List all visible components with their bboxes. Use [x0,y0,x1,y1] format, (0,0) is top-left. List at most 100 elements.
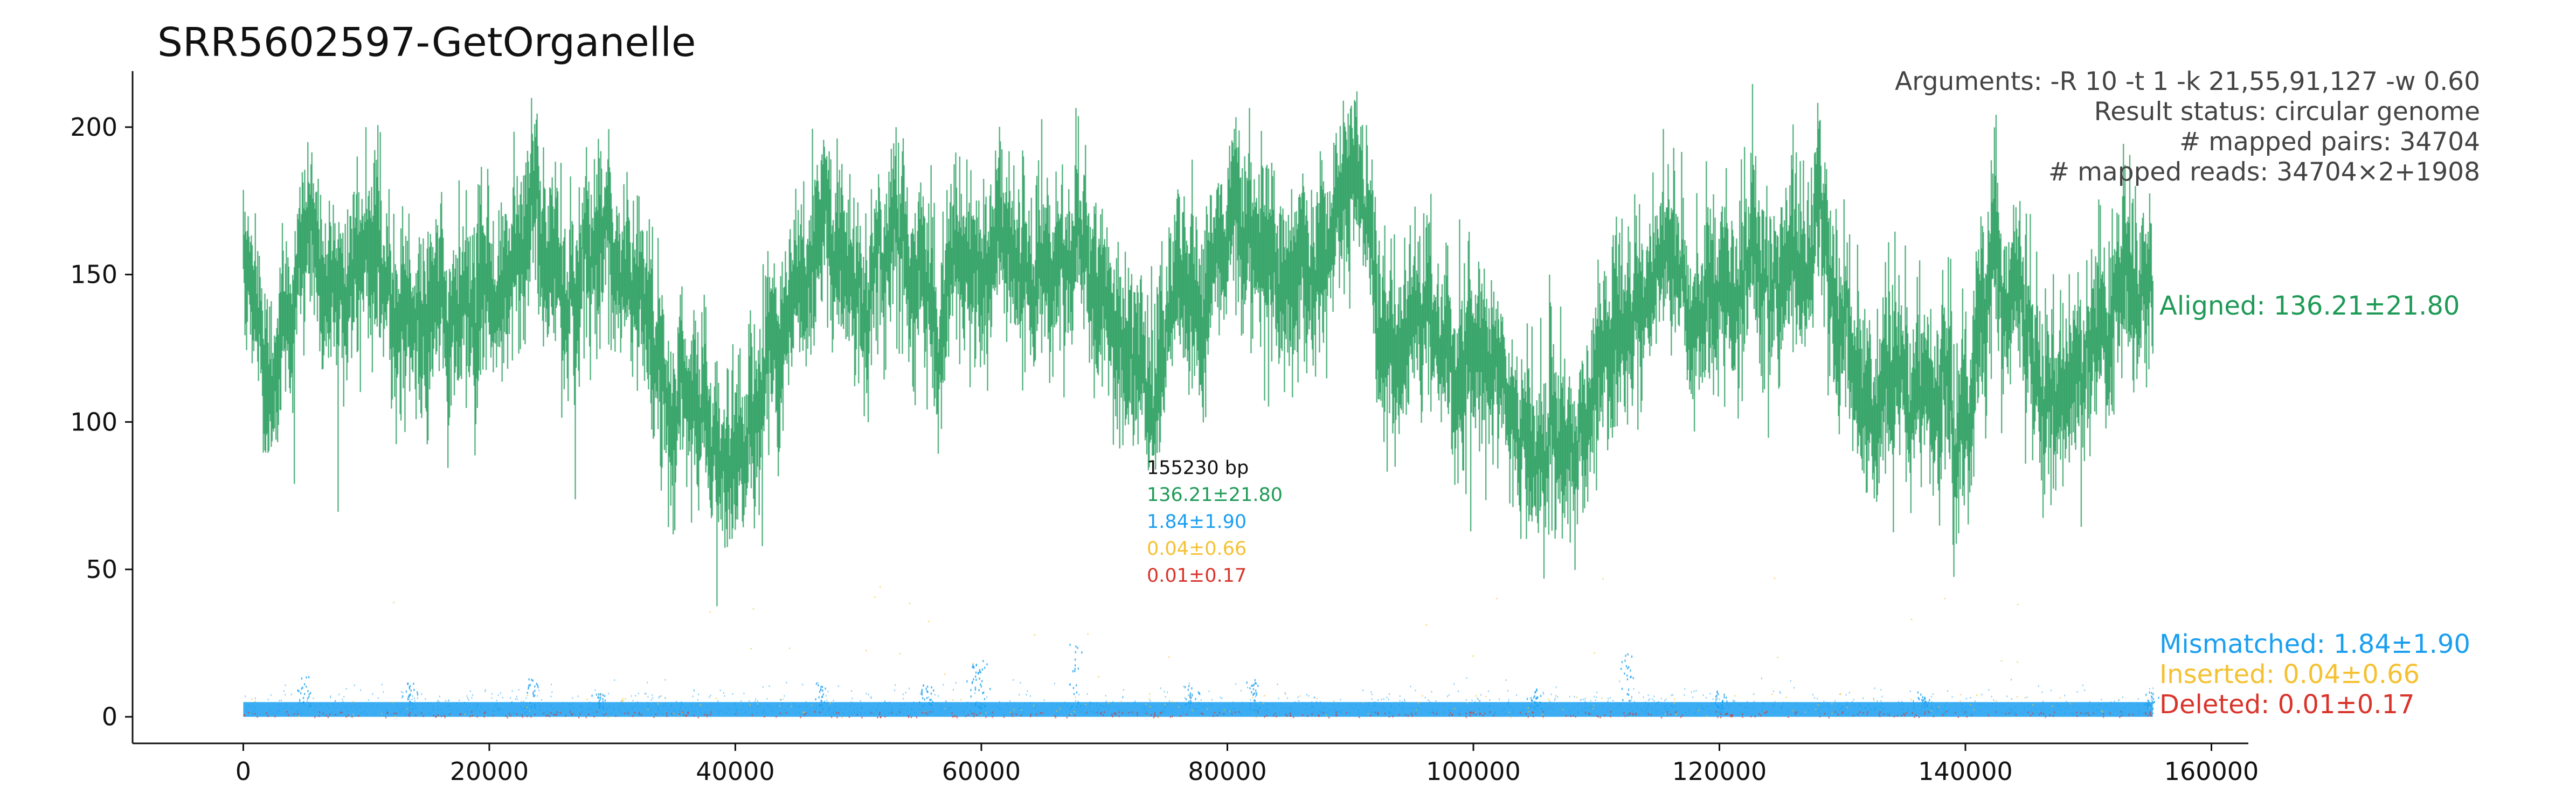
mismatched-mark [2137,703,2138,705]
deleted-mark [908,716,910,718]
aligned-mark [528,161,529,306]
deleted-mark [666,712,668,714]
mismatched-peak-mark [921,690,923,693]
mismatched-mark [1550,693,1552,695]
mismatched-peak-mark [2149,704,2151,707]
mismatched-mark [799,711,800,713]
aligned-mark [1137,285,1138,391]
mismatched-mark [1606,711,1608,713]
aligned-mark [787,295,789,354]
deleted-mark [1945,711,1947,713]
mismatched-mark [372,693,373,695]
aligned-mark [1990,160,1992,379]
aligned-mark [1722,227,1724,312]
mismatched-mark [2073,706,2075,708]
aligned-mark [415,273,417,420]
mismatched-mark [251,711,252,713]
deleted-mark [1388,716,1390,718]
aligned-mark [712,403,714,482]
aligned-mark [2085,331,2087,389]
aligned-mark [1615,235,1617,350]
mismatched-mark [854,703,856,706]
aligned-mark [1334,187,1335,265]
aligned-mark [1844,281,1846,324]
mismatched-peak-mark [595,693,598,696]
aligned-mark [852,228,854,335]
deleted-mark [1450,712,1451,714]
inserted-mark [621,700,624,702]
mismatched-mark [1220,696,1221,699]
mismatched-mark [1691,691,1692,693]
aligned-mark [1283,220,1285,332]
mismatched-mark [1827,704,1829,706]
mismatched-peak-mark [1250,691,1252,694]
aligned-mark [857,202,859,314]
aligned-mark [743,442,745,516]
mismatched-mark [1050,706,1052,708]
aligned-mark [933,203,935,407]
inserted-mark [1149,693,1151,695]
mismatched-mark [1880,700,1882,702]
aligned-mark [1859,318,1861,436]
aligned-mark [1644,287,1646,328]
inserted-mark [625,698,626,700]
aligned-mark [1377,328,1379,370]
x-tick-label: 140000 [1918,757,2013,786]
mismatched-mark [1372,712,1374,714]
mismatched-peak-mark [975,704,977,707]
mismatched-mark [1149,707,1151,709]
mismatched-mark [1273,713,1275,715]
aligned-mark [1123,298,1125,393]
mismatched-mark [580,705,581,707]
mismatched-peak-mark [600,696,601,699]
aligned-mark [783,288,785,365]
mismatched-peak-mark [1919,698,1920,700]
mismatched-mark [1444,712,1446,714]
deleted-mark [409,712,411,714]
mismatched-mark [1876,700,1878,702]
mismatched-mark [1034,708,1036,710]
mismatched-mark [1504,707,1506,709]
mismatched-mark [1189,682,1190,685]
mismatched-peak-mark [818,684,819,687]
mismatched-stat: 1.84±1.90 [1147,511,1247,533]
deleted-mark [2085,713,2087,715]
inserted-mark [1418,702,1419,704]
mismatched-peak-mark [820,688,822,691]
aligned-mark [885,235,887,370]
aligned-mark [1128,290,1130,401]
aligned-mark [1852,332,1854,451]
mismatched-peak-mark [1632,677,1634,679]
mismatched-mark [1865,707,1867,709]
inserted-mark [2118,699,2121,700]
aligned-mark [1971,352,1973,447]
deleted-mark [951,712,953,714]
mismatched-mark [662,705,664,707]
aligned-mark [2050,379,2052,505]
mismatched-mark [1823,706,1824,708]
mismatched-mark [1645,711,1646,713]
aligned-mark [1573,443,1574,511]
aligned-mark [1370,193,1372,259]
aligned-mark [1485,321,1487,500]
aligned-mark [1176,198,1178,319]
aligned-mark [458,304,459,381]
aligned-mark [858,242,860,288]
mismatched-peak-mark [307,690,309,693]
aligned-mark [563,241,564,351]
aligned-mark [876,219,878,292]
aligned-mark [1532,407,1534,508]
deleted-mark [1519,712,1521,714]
aligned-mark [786,295,788,364]
deleted-mark [1566,715,1567,717]
aligned-mark [848,245,850,341]
chart-title: SRR5602597-GetOrganelle [157,19,696,66]
aligned-mark [913,234,915,392]
aligned-mark [591,227,593,268]
aligned-mark [768,277,771,351]
mismatched-mark [1311,701,1313,703]
mismatched-peak-mark [408,686,410,688]
inserted-mark [1527,707,1529,709]
center-stats: 155230 bp 136.21±21.80 1.84±1.90 0.04±0.… [1147,455,1283,589]
aligned-mark [410,273,411,358]
